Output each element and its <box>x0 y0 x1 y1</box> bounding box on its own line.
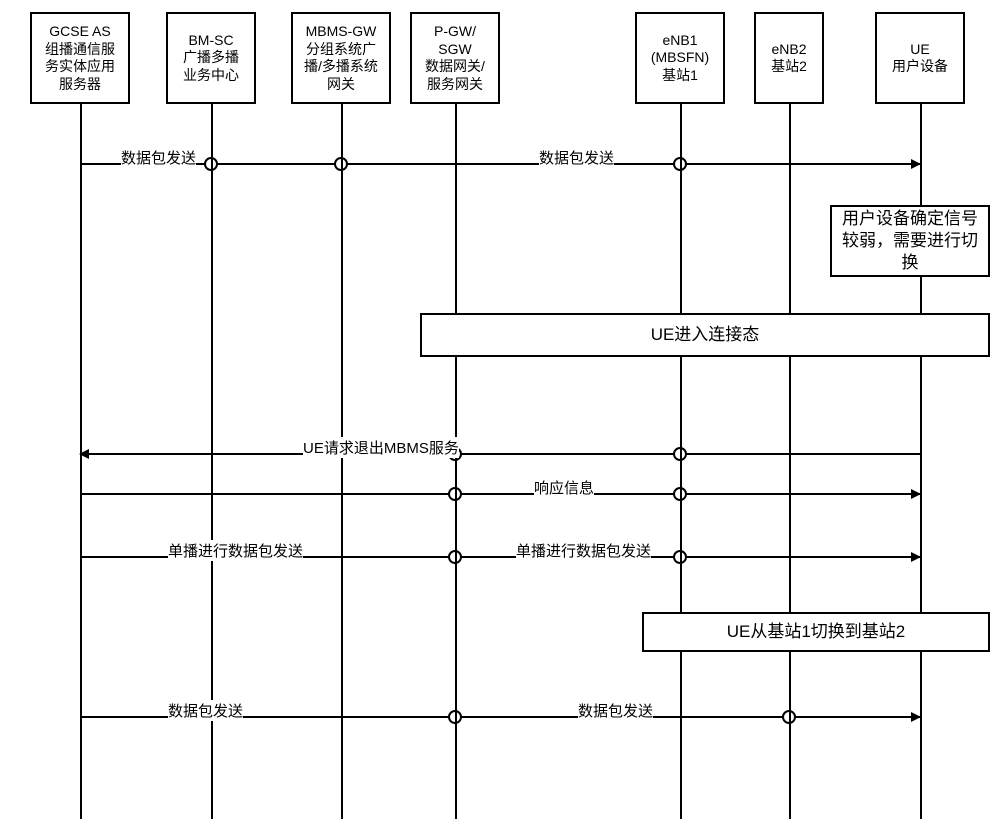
fragment-frag_conn: UE进入连接态 <box>420 313 990 357</box>
sequence-diagram: GCSE AS组播通信服务实体应用服务器 BM-SC广播多播业务中心 MBMS-GW… <box>0 0 1000 819</box>
actor-pgw: P-GW/SGW数据网关/服务网关 <box>410 12 500 104</box>
message-label: 单播进行数据包发送 <box>168 540 303 561</box>
actor-enb1: eNB1(MBSFN)基站1 <box>635 12 725 104</box>
actor-gcse: GCSE AS组播通信服务实体应用服务器 <box>30 12 130 104</box>
message-label: 数据包发送 <box>539 147 614 168</box>
message-label: 数据包发送 <box>168 700 243 721</box>
lifeline-pgw <box>455 104 457 819</box>
actor-ue: UE用户设备 <box>875 12 965 104</box>
lifeline-mbmsgw <box>341 104 343 819</box>
lifeline-enb2 <box>789 104 791 819</box>
message-label: 单播进行数据包发送 <box>516 540 651 561</box>
message-label: 响应信息 <box>534 477 594 498</box>
message-label: 数据包发送 <box>121 147 196 168</box>
fragment-frag_weak: 用户设备确定信号较弱，需要进行切换 <box>830 205 990 277</box>
lifeline-enb1 <box>680 104 682 819</box>
message-label: UE请求退出MBMS服务 <box>303 437 459 458</box>
lifeline-gcse <box>80 104 82 819</box>
actor-enb2: eNB2基站2 <box>754 12 824 104</box>
actor-mbmsgw: MBMS-GW分组系统广播/多播系统网关 <box>291 12 391 104</box>
fragment-frag_switch: UE从基站1切换到基站2 <box>642 612 990 652</box>
actor-bmsc: BM-SC广播多播业务中心 <box>166 12 256 104</box>
diagram-svg-overlay <box>0 0 1000 819</box>
message-label: 数据包发送 <box>578 700 653 721</box>
